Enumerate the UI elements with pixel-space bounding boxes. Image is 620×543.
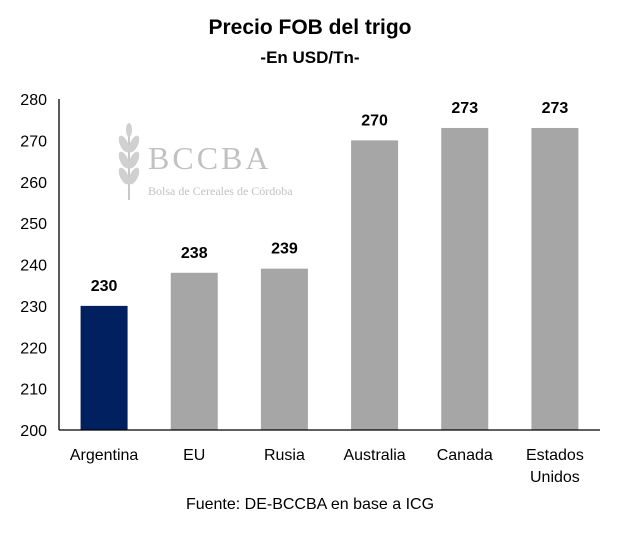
bar <box>260 268 308 430</box>
y-tick-label: 240 <box>20 258 47 275</box>
y-tick-label: 280 <box>20 92 47 109</box>
x-tick-label: Argentina <box>70 447 139 464</box>
data-label: 239 <box>271 241 298 258</box>
data-label: 273 <box>542 100 569 117</box>
data-label: 270 <box>361 112 388 129</box>
wheat-icon <box>118 123 140 200</box>
watermark-subtitle: Bolsa de Cereales de Córdoba <box>148 184 293 198</box>
bar <box>531 127 579 431</box>
x-tick-label: Canada <box>437 447 493 464</box>
data-label: 273 <box>451 100 478 117</box>
watermark-name: BCCBA <box>148 140 272 176</box>
y-tick-label: 260 <box>20 175 47 192</box>
bar <box>170 272 218 430</box>
x-tick-label: Estados <box>526 447 584 464</box>
chart-subtitle: -En USD/Tn- <box>260 48 360 67</box>
y-tick-label: 210 <box>20 382 47 399</box>
x-tick-label: Australia <box>343 447 405 464</box>
bar <box>351 140 399 430</box>
y-tick-label: 200 <box>20 423 47 440</box>
chart-source: Fuente: DE-BCCBA en base a ICG <box>185 496 435 513</box>
data-label: 230 <box>91 278 118 295</box>
y-tick-label: 220 <box>20 340 47 357</box>
chart-title: Precio FOB del trigo <box>208 16 412 39</box>
y-tick-label: 230 <box>20 299 47 316</box>
y-tick-label: 250 <box>20 216 47 233</box>
watermark-logo: BCCBA Bolsa de Cereales de Córdoba <box>112 122 302 202</box>
x-tick-label: Unidos <box>530 469 580 486</box>
data-label: 238 <box>181 245 208 262</box>
bar <box>80 305 128 430</box>
x-tick-label: EU <box>183 447 205 464</box>
x-tick-label: Rusia <box>264 447 305 464</box>
bar <box>441 127 489 431</box>
y-tick-label: 270 <box>20 133 47 150</box>
